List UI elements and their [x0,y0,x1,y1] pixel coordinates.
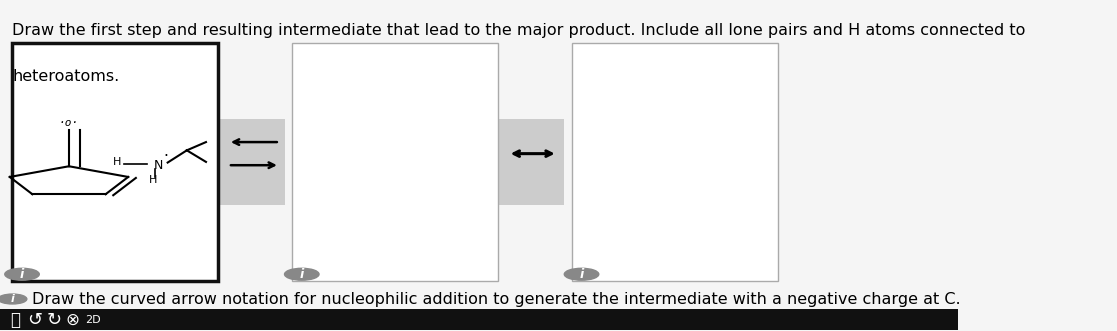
Text: ⊗: ⊗ [66,310,79,328]
Text: Draw the curved arrow notation for nucleophilic addition to generate the interme: Draw the curved arrow notation for nucle… [31,292,961,307]
Circle shape [564,268,599,280]
Text: i: i [580,268,584,281]
Text: i: i [10,294,15,304]
Bar [219,119,285,205]
Text: ↻: ↻ [46,310,61,328]
Text: Draw the first step and resulting intermediate that lead to the major product. I: Draw the first step and resulting interm… [12,23,1025,38]
Bar [499,119,564,205]
Bar [572,43,777,281]
Text: ·o·: ·o· [59,118,79,128]
Text: H: H [113,157,122,167]
Bar [293,43,498,281]
Circle shape [4,268,39,280]
Text: i: i [20,268,25,281]
Text: ·: · [163,149,169,165]
Bar [12,43,219,281]
Text: ↺: ↺ [27,310,42,328]
Circle shape [285,268,319,280]
Text: i: i [299,268,304,281]
Text: N: N [153,159,163,172]
Circle shape [0,294,27,304]
Text: 🗋: 🗋 [10,310,20,328]
Text: H: H [149,175,157,185]
Bar [0,309,958,330]
Text: 2D: 2D [85,314,101,324]
Text: heteroatoms.: heteroatoms. [12,70,120,84]
